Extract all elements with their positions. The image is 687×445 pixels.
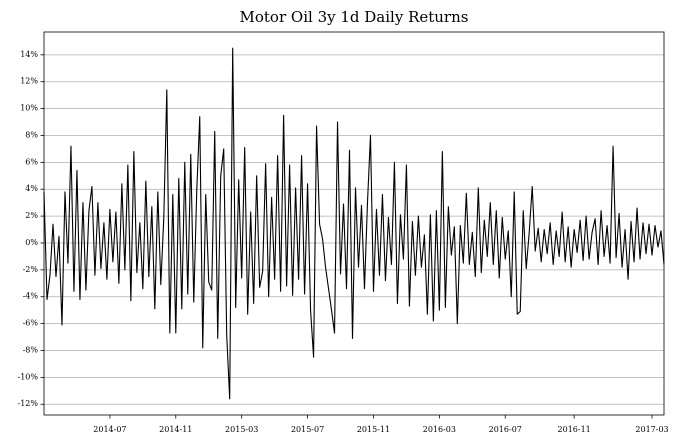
- y-tick-label: -8%: [23, 345, 39, 354]
- x-tick-label: 2015-03: [225, 425, 258, 434]
- x-tick-label: 2016-11: [558, 425, 591, 434]
- x-tick-label: 2015-11: [357, 425, 390, 434]
- y-tick-label: 12%: [20, 77, 38, 86]
- line: [43, 47, 665, 400]
- y-tick-label: -4%: [23, 292, 39, 301]
- x-tick-label: 2014-07: [93, 425, 126, 434]
- chart-title: Motor Oil 3y 1d Daily Returns: [240, 8, 469, 26]
- plot-frame: [43, 31, 665, 416]
- y-tick-label: 6%: [25, 157, 38, 166]
- y-tick-label: 10%: [20, 104, 38, 113]
- y-tick-label: 2%: [25, 211, 38, 220]
- y-tick-label: -12%: [18, 399, 39, 408]
- y-tick-label: -10%: [18, 372, 39, 381]
- x-tick-label: 2015-07: [291, 425, 324, 434]
- x-tick-label: 2017-03: [635, 425, 668, 434]
- y-tick-label: -2%: [23, 265, 39, 274]
- y-tick-label: 8%: [25, 130, 38, 139]
- y-tick-label: 4%: [25, 184, 38, 193]
- y-tick-label: -6%: [23, 319, 39, 328]
- y-tick-label: 0%: [25, 238, 38, 247]
- x-tick-label: 2014-11: [159, 425, 192, 434]
- y-tick-label: 14%: [20, 50, 38, 59]
- x-tick-label: 2016-07: [489, 425, 522, 434]
- x-tick-label: 2016-03: [423, 425, 456, 434]
